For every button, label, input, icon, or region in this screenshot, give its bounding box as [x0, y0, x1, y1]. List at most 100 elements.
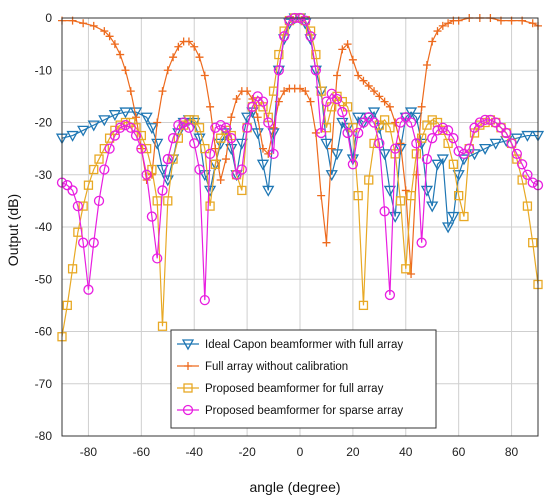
- data-point-triangle: [367, 107, 381, 119]
- data-point-circle: [511, 148, 522, 160]
- data-point-square: [216, 133, 226, 143]
- data-point-circle: [241, 122, 253, 133]
- data-point-triangle: [521, 130, 534, 142]
- data-point-square: [459, 211, 469, 222]
- data-point-circle: [273, 65, 284, 76]
- data-point-plus: [216, 175, 225, 184]
- data-point-triangle: [98, 115, 111, 127]
- data-point-plus: [190, 42, 199, 51]
- data-point-plus: [401, 186, 410, 195]
- data-point-plus: [206, 102, 215, 111]
- data-point-plus: [375, 92, 384, 101]
- data-point-circle: [162, 153, 173, 165]
- data-point-plus: [243, 87, 252, 96]
- data-point-circle: [400, 112, 411, 123]
- data-point-triangle: [325, 170, 338, 182]
- data-point-triangle: [426, 201, 439, 213]
- y-tick-label: 0: [45, 11, 52, 25]
- data-point-plus: [364, 81, 373, 90]
- data-point-circle: [204, 148, 216, 160]
- data-point-circle: [83, 284, 94, 295]
- data-point-square: [385, 123, 395, 133]
- data-point-circle: [93, 195, 105, 207]
- data-point-triangle: [373, 123, 386, 135]
- y-tick-label: -20: [35, 116, 53, 130]
- data-point-circle: [321, 96, 332, 107]
- data-point-square: [353, 190, 363, 201]
- data-point-square: [168, 154, 178, 164]
- y-axis-title: Output (dB): [5, 194, 21, 266]
- data-point-circle: [120, 119, 131, 131]
- data-point-triangle: [404, 107, 418, 119]
- data-point-triangle: [299, 18, 312, 30]
- data-point-plus: [317, 191, 326, 200]
- data-point-triangle: [352, 112, 365, 124]
- x-tick-label: 0: [297, 445, 304, 459]
- data-point-square: [522, 201, 533, 211]
- data-point-circle: [257, 96, 269, 107]
- data-point-square: [379, 115, 390, 125]
- data-point-square: [528, 238, 538, 248]
- x-tick-label: 80: [505, 445, 519, 459]
- data-point-plus: [280, 87, 289, 96]
- data-point-plus: [126, 87, 135, 96]
- y-tick-label: -40: [35, 220, 53, 234]
- legend-item: Proposed beamformer for sparse array: [177, 404, 403, 417]
- data-point-plus: [444, 19, 453, 28]
- data-point-triangle: [341, 123, 354, 135]
- data-point-circle: [305, 31, 316, 42]
- data-point-plus: [380, 97, 389, 106]
- x-tick-label: -80: [80, 445, 98, 459]
- data-point-circle: [368, 117, 380, 128]
- legend-item: Full array without calibration: [177, 361, 348, 373]
- data-point-circle: [215, 119, 226, 131]
- data-point-circle: [427, 133, 438, 144]
- data-point-circle: [374, 138, 385, 149]
- y-tick-label: -50: [35, 272, 53, 286]
- data-point-plus: [116, 50, 125, 59]
- data-point-square: [422, 120, 432, 130]
- data-point-triangle: [441, 222, 455, 234]
- data-point-plus: [417, 102, 426, 111]
- data-point-triangle: [119, 107, 132, 119]
- x-tick-label: -20: [238, 445, 256, 459]
- data-point-circle: [485, 114, 496, 126]
- data-point-plus: [428, 37, 437, 46]
- legend-item: Proposed beamformer for full array: [177, 383, 384, 395]
- data-point-plus: [311, 128, 320, 137]
- data-point-circle: [405, 117, 417, 128]
- data-point-plus: [184, 37, 193, 46]
- data-point-plus: [79, 19, 88, 28]
- data-point-circle: [347, 159, 359, 170]
- data-point-circle: [495, 122, 507, 133]
- data-point-plus: [269, 123, 278, 132]
- data-point-triangle: [410, 112, 423, 124]
- data-point-square: [67, 264, 78, 274]
- data-point-circle: [231, 169, 242, 180]
- data-point-plus: [433, 27, 442, 36]
- data-point-triangle: [87, 120, 100, 132]
- data-point-square: [141, 143, 152, 154]
- data-point-square: [416, 133, 427, 143]
- data-point-plus: [396, 139, 405, 148]
- data-point-plus: [232, 94, 241, 103]
- data-point-circle: [115, 122, 126, 133]
- data-point-plus: [221, 155, 230, 164]
- data-point-square: [131, 123, 141, 133]
- data-point-circle: [363, 112, 374, 123]
- x-tick-label: -60: [133, 445, 151, 459]
- data-point-plus: [195, 53, 204, 62]
- data-point-circle: [506, 138, 517, 149]
- data-point-square: [78, 201, 88, 211]
- data-point-circle: [442, 125, 454, 136]
- data-point-circle: [501, 127, 512, 139]
- data-point-circle: [384, 289, 396, 301]
- plot-frame: [61, 17, 539, 437]
- data-point-plus: [333, 71, 342, 80]
- data-point-triangle: [66, 130, 79, 142]
- data-point-triangle: [479, 143, 492, 155]
- data-point-triangle: [108, 110, 121, 122]
- data-point-circle: [189, 138, 200, 149]
- x-tick-label: 40: [399, 445, 413, 459]
